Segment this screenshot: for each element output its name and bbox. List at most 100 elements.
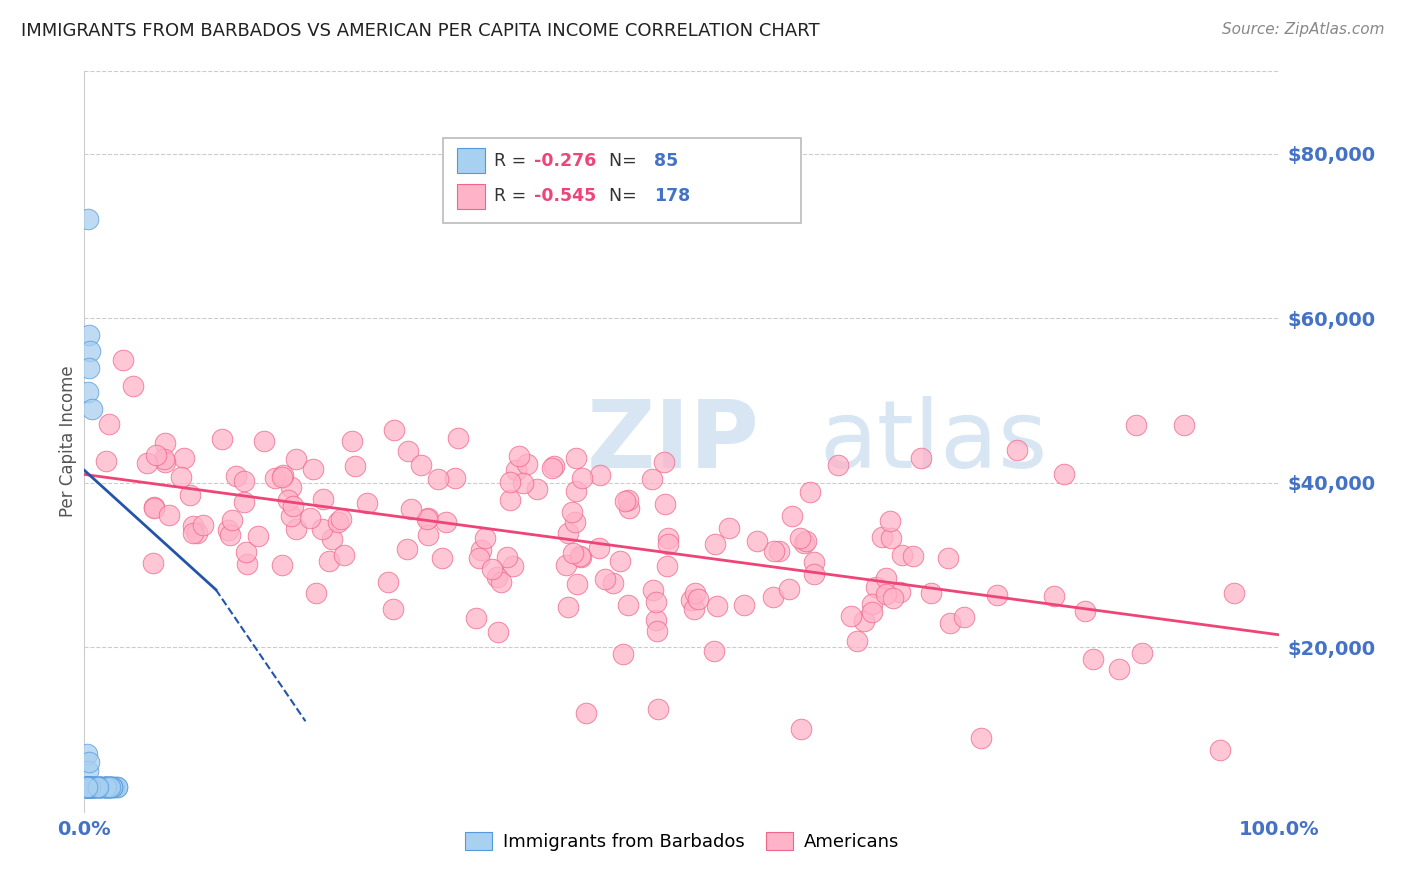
Point [96,780,118,794]
Point [77,780,100,794]
Point [939,615,962,630]
Point [382,423,405,437]
Point [103,780,125,794]
Point [98,780,121,794]
Point [890,548,912,562]
Point [76,780,98,794]
Point [489,574,512,589]
Point [575,706,598,720]
Point [271,558,294,572]
Point [79,780,101,794]
Point [233,495,256,509]
Point [76,780,98,794]
Point [232,474,254,488]
Point [179,488,201,502]
Point [263,470,285,484]
Point [593,572,616,586]
Text: N=: N= [609,187,643,205]
Point [562,546,585,560]
Point [953,610,976,624]
Point [508,449,530,463]
Point [136,457,159,471]
Point [77,780,100,794]
Point [77,780,100,794]
Point [1125,418,1147,433]
Point [745,534,768,549]
Point [555,558,578,572]
Point [170,469,193,483]
Text: Source: ZipAtlas.com: Source: ZipAtlas.com [1222,22,1385,37]
Point [1173,418,1195,433]
Point [157,508,180,522]
Point [569,549,592,563]
Point [142,556,165,570]
Point [121,378,143,392]
Point [377,575,399,590]
Point [153,436,176,450]
Point [235,545,257,559]
Point [688,592,710,607]
Point [219,528,242,542]
Point [211,432,233,446]
Point [285,522,308,536]
Point [318,553,340,567]
Point [247,529,270,543]
Point [97,780,120,794]
Point [557,526,579,541]
Point [97,780,120,794]
Point [101,780,124,794]
Point [444,471,467,485]
Point [82,780,104,794]
Point [970,731,993,745]
Point [302,462,325,476]
Point [706,599,728,613]
Point [426,472,449,486]
Point [846,634,869,648]
Point [1081,652,1104,666]
Point [79,780,101,794]
Point [872,530,894,544]
Point [86,780,108,794]
Point [86,780,108,794]
Point [602,576,624,591]
Point [76,780,98,794]
Point [312,492,335,507]
Point [94,780,117,794]
Point [717,521,740,535]
Point [145,448,167,462]
Point [499,475,522,490]
Point [103,780,125,794]
Text: -0.545: -0.545 [534,187,596,205]
Point [80,780,103,794]
Point [903,549,925,563]
Point [655,559,678,574]
Point [936,551,959,566]
Point [76,780,98,794]
Point [76,780,98,794]
Point [613,493,636,508]
Point [79,344,101,359]
Point [1108,662,1130,676]
Point [794,533,817,548]
Point [326,515,349,529]
Point [609,554,631,568]
Point [186,526,208,541]
Point [839,608,862,623]
Point [683,586,706,600]
Point [271,467,294,482]
Point [75,780,97,794]
Point [852,615,875,629]
Point [77,360,100,375]
Point [496,550,519,565]
Point [340,434,363,448]
Text: IMMIGRANTS FROM BARBADOS VS AMERICAN PER CAPITA INCOME CORRELATION CHART: IMMIGRANTS FROM BARBADOS VS AMERICAN PER… [21,22,820,40]
Point [100,780,122,794]
Point [76,747,98,761]
Point [155,455,177,469]
Point [396,443,419,458]
Point [89,780,111,794]
Point [77,780,100,794]
Point [75,780,97,794]
Point [343,458,366,473]
Point [860,598,883,612]
